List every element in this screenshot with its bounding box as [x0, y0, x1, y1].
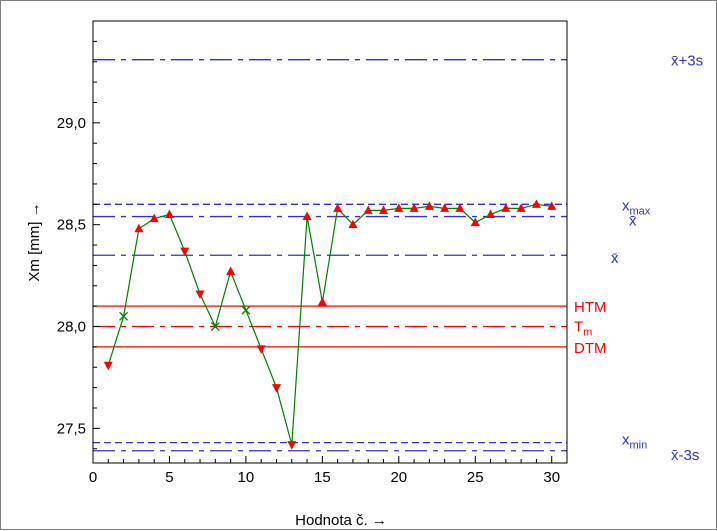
- data-point-1: [103, 361, 113, 371]
- data-point-5: [164, 209, 174, 219]
- data-point-26: [486, 209, 496, 219]
- x-tick-label: 15: [314, 469, 331, 486]
- x-tick-label: 10: [238, 469, 255, 486]
- data-point-29: [531, 199, 541, 208]
- data-point-3: [134, 223, 144, 233]
- y-tick-label: 29,0: [57, 115, 86, 132]
- data-point-4: [149, 213, 159, 223]
- data-point-2: [119, 311, 129, 321]
- ref-label-lcl: x̄-3s: [671, 447, 699, 464]
- y-tick-label: 27,5: [57, 420, 86, 437]
- plot-area-border: [92, 20, 568, 464]
- ref-label-ucl: x̄+3s: [671, 53, 703, 70]
- data-series: [103, 199, 557, 450]
- data-point-24: [455, 203, 465, 212]
- data-point-8: [210, 322, 220, 331]
- data-point-12: [271, 384, 281, 393]
- ref-label-xmin: xmin: [622, 432, 647, 452]
- x-axis-ticks: 0 5 10 15 20 25 30: [89, 456, 568, 486]
- data-point-13: [287, 441, 297, 450]
- x-tick-label: 30: [543, 469, 560, 486]
- data-point-17: [348, 219, 358, 229]
- data-point-6: [180, 247, 190, 257]
- ref-label-sub-xmin: min: [630, 440, 648, 452]
- y-axis-title: Xm [mm] →: [26, 202, 43, 281]
- ref-label-xbar: x̄: [611, 250, 619, 267]
- data-point-15: [317, 297, 327, 306]
- data-point-11: [256, 345, 266, 354]
- ref-label-sub-tm: m: [583, 327, 592, 339]
- series-line: [107, 203, 552, 445]
- x-tick-label: 25: [467, 469, 484, 486]
- x-tick-label: 0: [89, 469, 97, 486]
- y-axis-ticks: 27,5 28,0 28,5 29,0: [57, 20, 100, 450]
- ref-label-dtm: DTM: [574, 340, 607, 357]
- data-point-16: [333, 203, 343, 212]
- ref-label-htm: HTM: [574, 299, 607, 316]
- data-point-19: [379, 205, 389, 214]
- data-point-28: [516, 203, 526, 212]
- x-tick-label: 5: [165, 469, 173, 486]
- data-point-30: [547, 201, 557, 210]
- ref-label-xbar_upper: x̄: [629, 213, 637, 230]
- x-tick-label: 20: [390, 469, 407, 486]
- data-point-9: [226, 266, 236, 276]
- data-point-27: [501, 203, 511, 212]
- ref-label-sub-xmax: max: [630, 205, 651, 217]
- x-axis-title: Hodnota č. →: [295, 512, 387, 529]
- data-point-25: [470, 217, 480, 227]
- data-point-14: [302, 211, 312, 221]
- data-point-23: [440, 203, 450, 212]
- data-point-22: [424, 201, 434, 210]
- data-point-20: [394, 203, 404, 212]
- ref-label-tm: Tm: [574, 319, 592, 339]
- y-tick-label: 28,5: [57, 217, 86, 234]
- data-point-7: [195, 290, 205, 299]
- data-point-21: [409, 203, 419, 212]
- data-point-10: [241, 305, 251, 315]
- data-point-18: [363, 205, 373, 214]
- y-tick-label: 28,0: [57, 319, 86, 336]
